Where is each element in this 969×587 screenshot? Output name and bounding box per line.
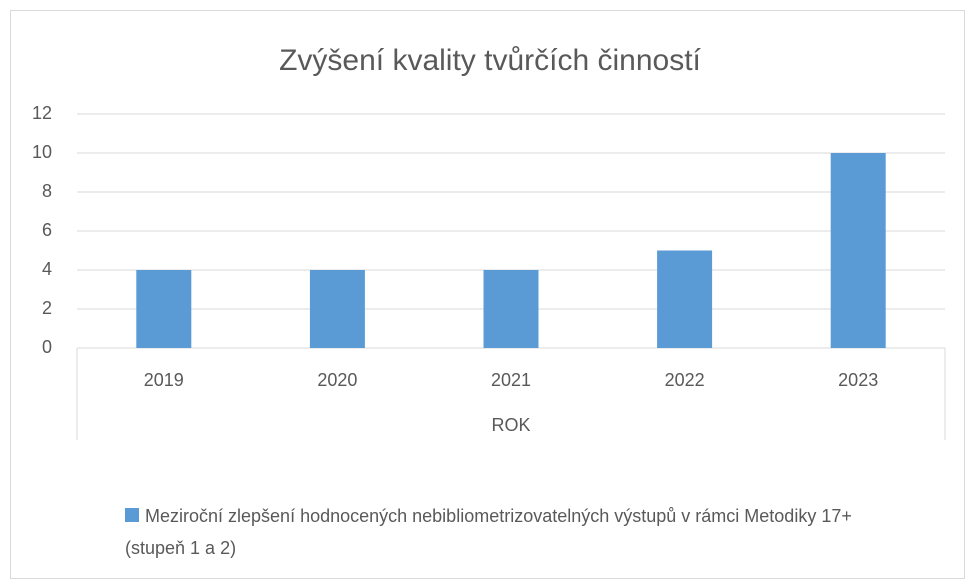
y-tick-label: 2 <box>42 298 52 318</box>
y-tick-label: 0 <box>42 337 52 357</box>
x-tick-label: 2022 <box>665 370 705 390</box>
y-tick-label: 10 <box>32 142 52 162</box>
legend-swatch <box>125 508 139 522</box>
legend: Meziroční zlepšení hodnocených nebibliom… <box>125 500 865 564</box>
y-tick-label: 12 <box>32 103 52 123</box>
chart-title: Zvýšení kvality tvůrčích činností <box>279 44 701 77</box>
x-tick-label: 2019 <box>144 370 184 390</box>
bar <box>483 270 539 348</box>
legend-label: Meziroční zlepšení hodnocených nebibliom… <box>125 506 852 558</box>
x-tick-label: 2023 <box>838 370 878 390</box>
bar <box>309 270 365 348</box>
y-tick-label: 8 <box>42 181 52 201</box>
bar <box>830 153 886 348</box>
x-tick-label: 2021 <box>491 370 531 390</box>
x-tick-label: 2020 <box>317 370 357 390</box>
bar <box>657 250 713 348</box>
y-tick-label: 4 <box>42 259 52 279</box>
bar <box>136 270 192 348</box>
x-axis-label: ROK <box>491 415 530 435</box>
y-tick-label: 6 <box>42 220 52 240</box>
